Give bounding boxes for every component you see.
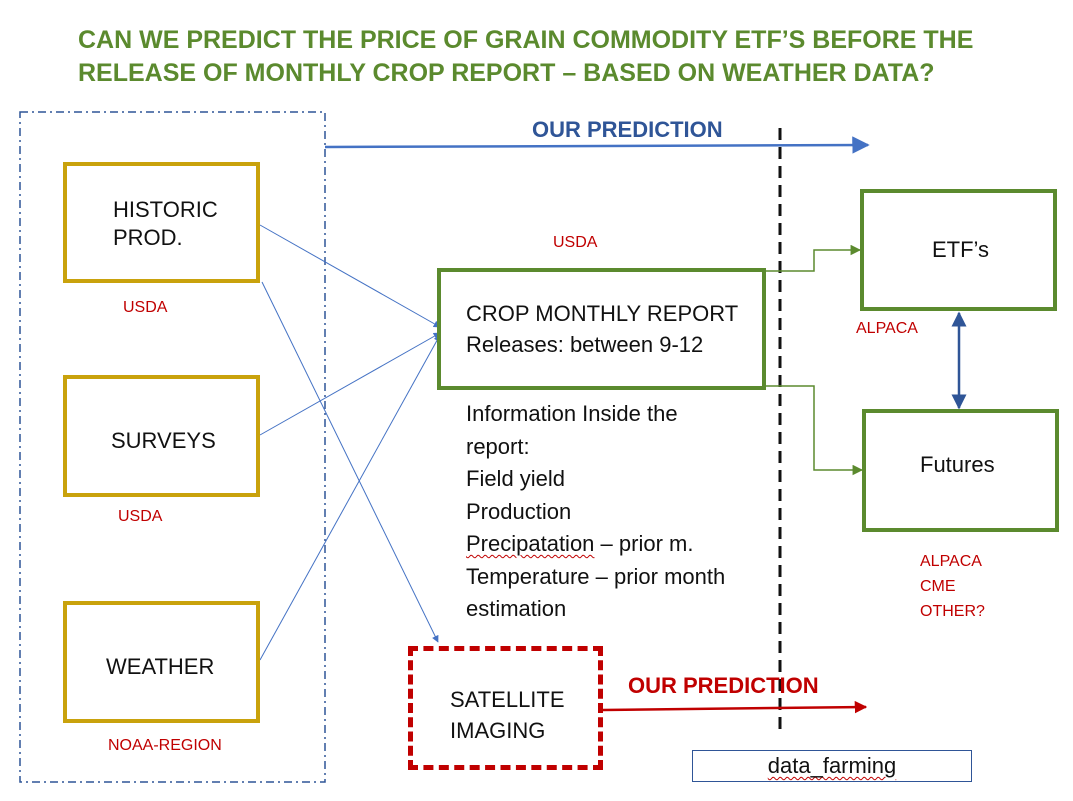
etfs-source: ALPACA bbox=[856, 320, 918, 337]
historic-prod-label: HISTORIC PROD. bbox=[113, 197, 218, 250]
data-farming-label-box: data_farming bbox=[692, 750, 972, 782]
historic-prod-box bbox=[63, 162, 260, 283]
misspelled-word: Precipatation bbox=[466, 531, 595, 556]
weather-label: WEATHER bbox=[106, 654, 215, 679]
historic-source: USDA bbox=[123, 299, 168, 316]
data-farming-label: data_farming bbox=[767, 753, 897, 778]
futures-box bbox=[862, 409, 1059, 532]
report-info-text: Information Inside the report: Field yie… bbox=[466, 401, 726, 621]
historic-to-satellite-arrow bbox=[261, 281, 439, 643]
top-prediction-arrow bbox=[324, 136, 870, 154]
surveys-label: SURVEYS bbox=[111, 428, 216, 453]
satellite-imaging-label: SATELLITE IMAGING bbox=[450, 687, 565, 743]
bottom-prediction-label: OUR PREDICTION bbox=[628, 673, 819, 698]
futures-label: Futures bbox=[920, 452, 995, 477]
crop-report-label: CROP MONTHLY REPORT Releases: between 9-… bbox=[466, 301, 739, 357]
historic-to-report-arrow bbox=[259, 224, 441, 328]
surveys-source: USDA bbox=[118, 508, 163, 525]
futures-sources: ALPACA CME OTHER? bbox=[920, 553, 985, 620]
report-source: USDA bbox=[553, 234, 598, 251]
weather-to-report-arrow bbox=[259, 334, 441, 661]
report-to-etfs-connector bbox=[766, 244, 862, 272]
top-prediction-label: OUR PREDICTION bbox=[532, 117, 723, 142]
surveys-to-report-arrow bbox=[259, 332, 441, 436]
etfs-box bbox=[860, 189, 1057, 311]
etfs-label: ETF’s bbox=[932, 237, 990, 262]
report-to-futures-connector bbox=[766, 385, 864, 476]
bottom-prediction-arrow bbox=[602, 700, 868, 714]
weather-box bbox=[63, 601, 260, 723]
surveys-box bbox=[63, 375, 260, 497]
page-title: CAN WE PREDICT THE PRICE OF GRAIN COMMOD… bbox=[78, 24, 1038, 90]
satellite-imaging-box bbox=[408, 646, 603, 770]
title-line-1: CAN WE PREDICT THE PRICE OF GRAIN COMMOD… bbox=[78, 26, 974, 54]
input-group-frame bbox=[19, 111, 326, 783]
weather-source: NOAA-REGION bbox=[108, 737, 222, 754]
crop-report-box bbox=[437, 268, 766, 390]
title-line-2: RELEASE OF MONTHLY CROP REPORT – BASED O… bbox=[78, 59, 935, 87]
